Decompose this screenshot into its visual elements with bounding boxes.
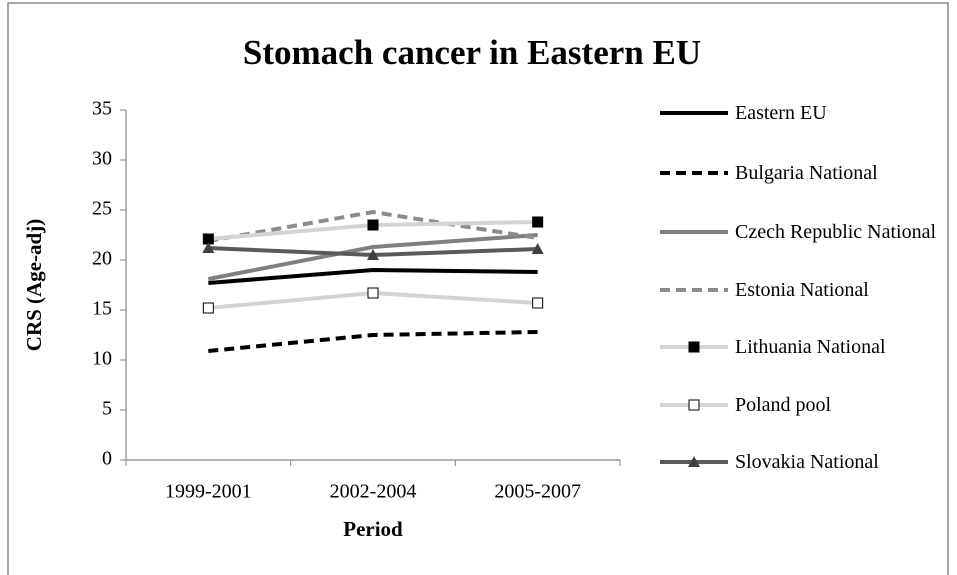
legend-label: Czech Republic National	[735, 221, 937, 243]
marker	[531, 243, 544, 254]
y-tick-label: 15	[92, 298, 112, 320]
x-axis-label: Period	[343, 517, 403, 541]
y-tick-label: 5	[102, 398, 112, 420]
marker	[367, 219, 379, 231]
series-line	[208, 330, 538, 353]
series-line	[208, 267, 538, 285]
marker	[202, 242, 215, 253]
legend-label: Poland pool	[735, 394, 832, 416]
marker	[688, 456, 700, 467]
y-tick-label: 30	[92, 148, 112, 170]
y-tick-label: 25	[92, 198, 112, 220]
chart-title: Stomach cancer in Eastern EU	[243, 33, 701, 72]
frame	[7, 2, 949, 575]
y-tick-label: 35	[92, 98, 112, 120]
legend-label: Bulgaria National	[735, 162, 878, 184]
marker	[367, 287, 379, 299]
y-axis-label: CRS (Age-adj)	[22, 219, 46, 351]
legend-label: Lithuania National	[735, 336, 886, 358]
y-tick-label: 10	[92, 348, 112, 370]
marker	[532, 297, 544, 309]
marker	[688, 399, 700, 411]
marker	[688, 341, 700, 353]
marker	[367, 249, 379, 260]
legend-label: Slovakia National	[735, 451, 879, 473]
marker	[532, 216, 544, 228]
series-line	[207, 209, 538, 243]
y-tick-label: 20	[92, 248, 112, 270]
x-tick-label: 1999-2001	[165, 481, 252, 503]
x-tick-label: 2005-2007	[494, 481, 581, 503]
legend-label: Estonia National	[735, 279, 869, 301]
series-line	[207, 233, 538, 281]
marker	[202, 302, 214, 314]
legend-label: Eastern EU	[735, 102, 827, 124]
y-tick-label: 0	[102, 448, 112, 470]
x-tick-label: 2002-2004	[330, 481, 417, 503]
